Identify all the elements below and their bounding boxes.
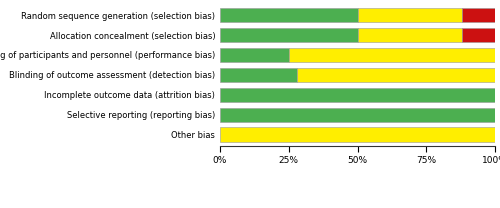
Bar [220, 128, 495, 142]
Bar [220, 28, 358, 42]
Bar [297, 68, 495, 82]
Bar [220, 48, 289, 62]
Bar [462, 28, 495, 42]
Bar [220, 68, 297, 82]
Bar [220, 8, 358, 22]
Bar [220, 108, 495, 122]
Bar [289, 48, 495, 62]
Bar [462, 8, 495, 22]
Bar [220, 88, 495, 102]
Bar [358, 28, 462, 42]
Bar [358, 8, 462, 22]
